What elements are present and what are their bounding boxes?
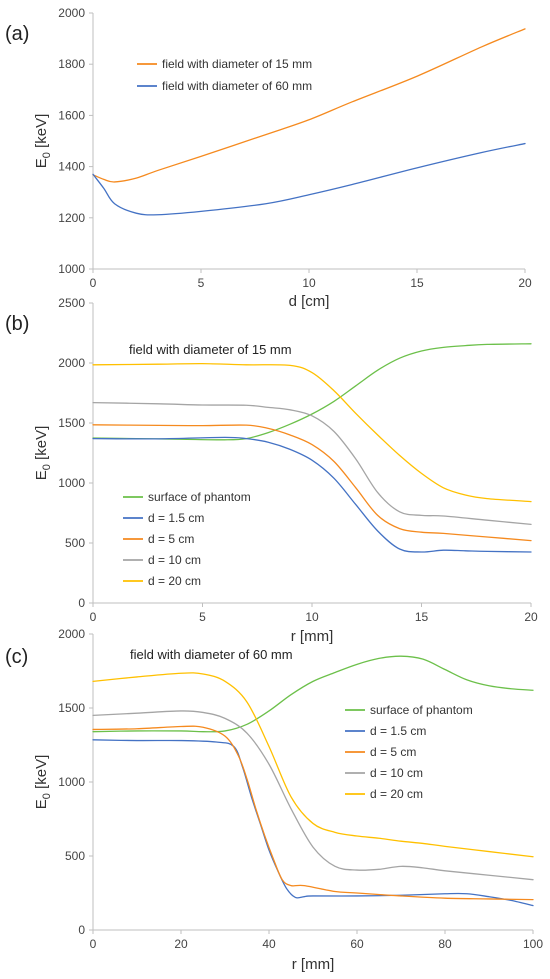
y-axis-label: E0 [keV] — [33, 114, 53, 169]
series-line-0 — [92, 343, 532, 441]
legend: surface of phantom d = 1.5 cm d = 5 cm d = … — [123, 490, 251, 588]
series-line-4 — [92, 672, 534, 858]
legend-entry: d = 10 cm — [370, 766, 423, 780]
panel-label: (a) — [5, 23, 29, 45]
y-tick-label: 500 — [65, 536, 85, 550]
y-tick-label: 2500 — [58, 296, 85, 310]
series-line-2 — [92, 725, 534, 901]
legend-entry: field with diameter of 60 mm — [162, 79, 312, 93]
y-tick-label: 1200 — [58, 211, 85, 225]
x-tick-label: 20 — [174, 937, 188, 951]
legend-entry: d = 1.5 cm — [370, 724, 426, 738]
y-tick-label: 500 — [65, 849, 85, 863]
x-tick-label: 100 — [523, 937, 543, 951]
x-axis-label: r [mm] — [291, 628, 334, 645]
legend-entry: surface of phantom — [370, 703, 473, 717]
x-tick-label: 20 — [524, 610, 538, 624]
y-tick-label: 1500 — [58, 701, 85, 715]
series-line-2 — [92, 424, 532, 542]
chart-panel-1: 0 500 1000 1500 2000 2500 0 5 10 15 20 (b) r [mm] E0 … — [5, 296, 538, 645]
series-line-0 — [92, 655, 534, 733]
x-tick-label: 80 — [438, 937, 452, 951]
chart-panel-0: 1000 1200 1400 1600 1800 2000 0 5 10 15 20 (a) d [cm… — [5, 6, 532, 310]
y-tick-label: 2000 — [58, 356, 85, 370]
x-axis-label: r [mm] — [292, 956, 335, 973]
series-line-1 — [92, 436, 532, 553]
series-line-4 — [92, 362, 532, 503]
y-axis-label: E0 [keV] — [33, 426, 53, 481]
chart-annotation: field with diameter of 60 mm — [130, 647, 293, 662]
chart-annotation: field with diameter of 15 mm — [129, 342, 292, 357]
legend-entry: surface of phantom — [148, 490, 251, 504]
legend-entry: field with diameter of 15 mm — [162, 57, 312, 71]
legend-entry: d = 5 cm — [370, 745, 416, 759]
x-tick-label: 60 — [350, 937, 364, 951]
x-tick-label: 0 — [90, 276, 97, 290]
series-line-1 — [92, 739, 534, 907]
y-tick-label: 1400 — [58, 160, 85, 174]
series-line-3 — [92, 401, 532, 526]
x-tick-label: 5 — [199, 610, 206, 624]
y-tick-label: 0 — [78, 596, 85, 610]
x-tick-label: 5 — [198, 276, 205, 290]
x-tick-label: 20 — [518, 276, 532, 290]
x-tick-label: 15 — [415, 610, 429, 624]
x-tick-label: 15 — [410, 276, 424, 290]
legend-entry: d = 1.5 cm — [148, 511, 204, 525]
x-tick-label: 0 — [90, 610, 97, 624]
legend-entry: d = 20 cm — [370, 787, 423, 801]
y-tick-label: 2000 — [58, 627, 85, 641]
y-axis-label: E0 [keV] — [33, 755, 53, 810]
y-tick-label: 1000 — [58, 262, 85, 276]
legend: field with diameter of 15 mm field with d… — [137, 57, 312, 93]
x-tick-label: 10 — [302, 276, 316, 290]
x-tick-label: 10 — [305, 610, 319, 624]
series-line-0 — [92, 28, 526, 183]
y-tick-label: 1000 — [58, 476, 85, 490]
series-line-1 — [92, 142, 526, 216]
y-tick-label: 1800 — [58, 57, 85, 71]
series-line-3 — [92, 710, 534, 881]
legend-entry: d = 5 cm — [148, 532, 194, 546]
y-tick-label: 1000 — [58, 775, 85, 789]
legend-entry: d = 10 cm — [148, 553, 201, 567]
chart-panel-2: 0 500 1000 1500 2000 0 20 40 60 80 100 (c) r [mm] E0 … — [5, 627, 543, 973]
x-axis-label: d [cm] — [289, 293, 330, 310]
y-tick-label: 1600 — [58, 108, 85, 122]
legend: surface of phantom d = 1.5 cm d = 5 cm d = … — [345, 703, 473, 801]
y-tick-label: 2000 — [58, 6, 85, 20]
panel-label: (b) — [5, 313, 29, 335]
x-tick-label: 0 — [90, 937, 97, 951]
x-tick-label: 40 — [262, 937, 276, 951]
y-tick-label: 1500 — [58, 416, 85, 430]
panel-label: (c) — [5, 646, 28, 668]
y-tick-label: 0 — [78, 923, 85, 937]
legend-entry: d = 20 cm — [148, 574, 201, 588]
